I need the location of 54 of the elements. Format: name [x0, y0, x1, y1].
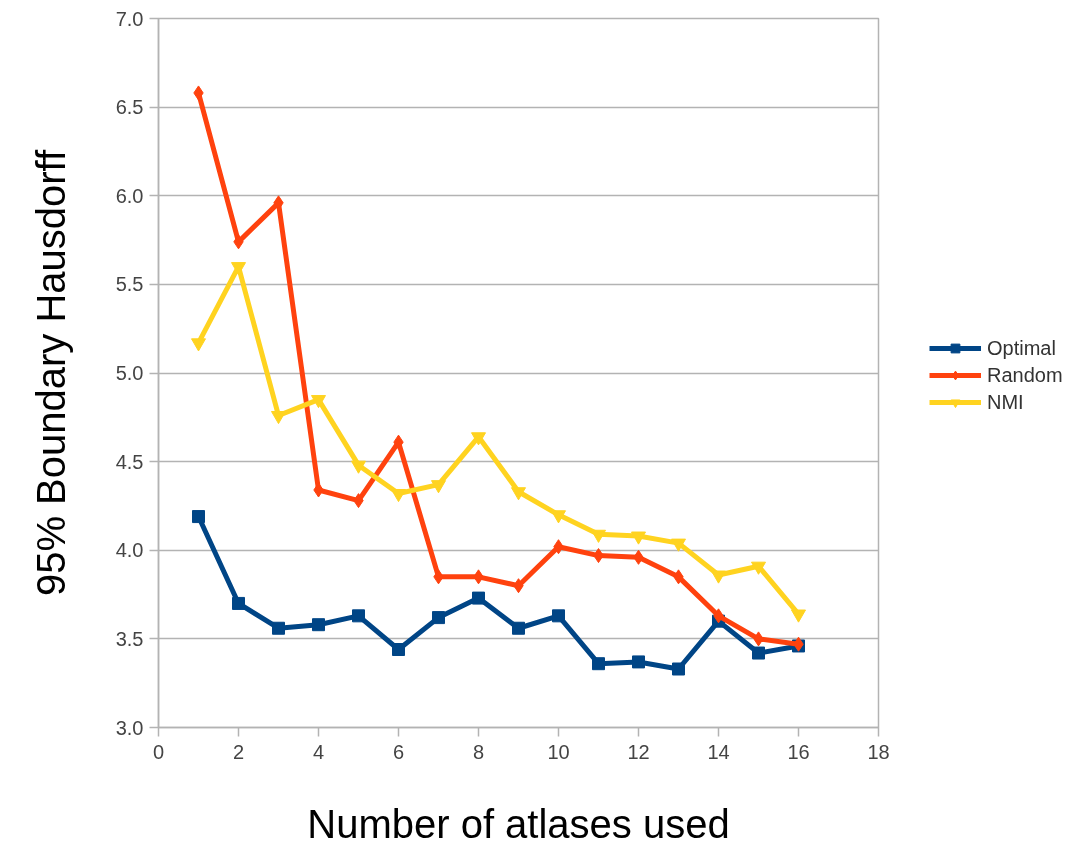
point [192, 510, 205, 524]
y-tick-label: 5.5 [115, 273, 144, 296]
x-tick-label: 12 [627, 740, 650, 763]
point [272, 621, 285, 635]
x-tick-label: 14 [707, 740, 730, 763]
point [191, 338, 206, 352]
x-tick-label: 2 [232, 740, 245, 763]
point [592, 657, 605, 671]
x-axis-title: Number of atlases used [307, 801, 730, 846]
point [672, 662, 685, 676]
point [591, 529, 606, 543]
point [352, 609, 365, 623]
x-tick-label: 18 [867, 740, 890, 763]
y-tick-label: 5.0 [115, 362, 144, 384]
x-tick-label: 8 [472, 740, 485, 763]
point [512, 621, 525, 635]
legend-label: Random [987, 363, 1063, 387]
point [432, 611, 445, 625]
x-tick-label: 6 [392, 740, 405, 763]
x-tick-label: 0 [152, 740, 165, 763]
point [472, 591, 485, 605]
y-tick-label: 3.5 [115, 627, 144, 650]
y-tick-label: 4.0 [115, 539, 144, 562]
point [311, 395, 326, 409]
x-tick-label: 4 [312, 740, 325, 763]
point [231, 262, 246, 276]
point [711, 570, 726, 584]
point [791, 609, 806, 623]
point [552, 609, 565, 623]
point [392, 643, 405, 657]
x-tick-label: 16 [787, 740, 810, 763]
point [551, 510, 566, 524]
point [271, 411, 286, 425]
y-tick-label: 6.0 [115, 184, 144, 207]
y-tick-label: 7.0 [115, 7, 144, 30]
point [232, 596, 245, 610]
legend-label: Optimal [987, 336, 1056, 360]
point [751, 561, 766, 575]
y-tick-label: 4.5 [115, 450, 144, 473]
y-tick-label: 3.0 [115, 716, 144, 739]
point [511, 487, 526, 501]
point [752, 646, 765, 660]
point [351, 460, 366, 474]
point [391, 488, 406, 503]
legend-label: NMI [987, 390, 1024, 414]
point [631, 531, 646, 545]
point [312, 618, 325, 632]
x-tick-label: 10 [547, 740, 570, 763]
y-tick-label: 6.5 [115, 96, 144, 119]
point [431, 480, 446, 494]
point [632, 655, 645, 669]
point [471, 432, 486, 446]
point [671, 538, 686, 552]
y-axis-title: 95% Boundary Hausdorff [28, 149, 73, 597]
